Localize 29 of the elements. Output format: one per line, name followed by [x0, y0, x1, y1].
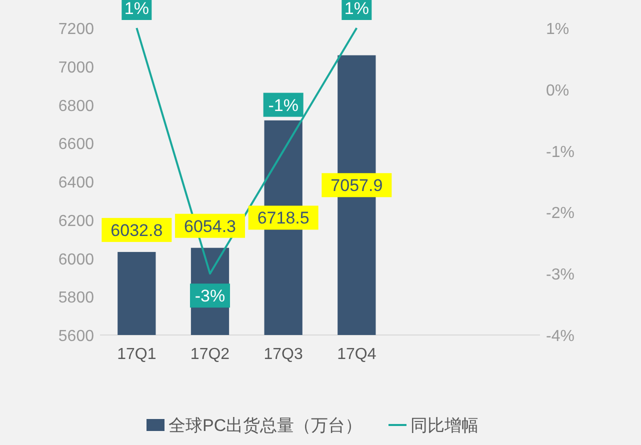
- data-label: 1%: [124, 0, 149, 18]
- y-tick-label: 6000: [58, 251, 94, 268]
- y2-tick-label: 0%: [546, 82, 570, 100]
- x-tick-label: 17Q1: [117, 346, 156, 363]
- data-label: 6718.5: [257, 208, 310, 228]
- y-tick-label: 7000: [58, 59, 94, 76]
- legend-label: 全球PC出货总量（万台）: [168, 416, 362, 435]
- legend-label: 同比增幅: [410, 416, 478, 435]
- y-tick-label: 5800: [58, 290, 94, 307]
- y2-tick-label: -2%: [546, 205, 574, 222]
- data-label: 7057.9: [330, 176, 383, 196]
- y-tick-label: 5600: [58, 328, 94, 345]
- data-label: 6032.8: [110, 220, 163, 240]
- x-tick-label: 17Q2: [190, 346, 230, 363]
- y2-tick-label: -1%: [546, 144, 574, 161]
- y2-tick-label: 1%: [546, 21, 570, 38]
- y2-tick-label: -4%: [546, 328, 574, 345]
- y2-tick-label: -3%: [546, 266, 574, 284]
- data-label: -1%: [268, 96, 298, 115]
- data-label: 1%: [344, 0, 369, 18]
- y-tick-label: 7200: [58, 21, 94, 38]
- y-tick-label: 6800: [58, 98, 94, 115]
- y-tick-label: 6400: [58, 174, 94, 192]
- y-tick-label: 6200: [58, 212, 94, 230]
- y-tick-label: 6600: [58, 136, 94, 154]
- x-tick-label: 17Q3: [264, 346, 304, 363]
- x-tick-label: 17Q4: [337, 346, 376, 363]
- data-label: 6054.3: [184, 216, 236, 236]
- data-label: -3%: [194, 286, 226, 306]
